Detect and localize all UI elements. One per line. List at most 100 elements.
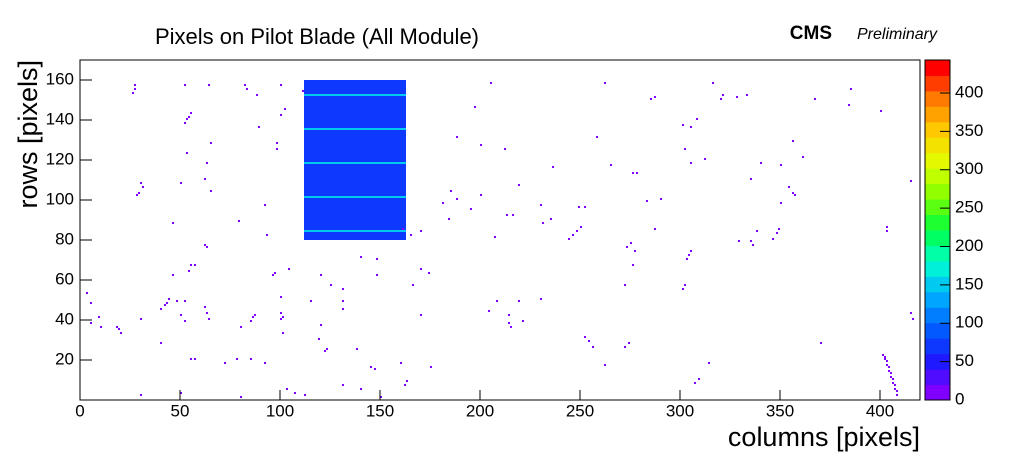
pixel-hit: [374, 368, 376, 370]
x-tick-label: 150: [366, 401, 394, 420]
pixel-hit: [886, 360, 888, 362]
pixel-hit: [568, 238, 570, 240]
colorbar-band: [925, 90, 950, 107]
pixel-hit: [592, 346, 594, 348]
heat-cell: [304, 94, 406, 96]
colorbar-band: [925, 384, 950, 401]
pixel-hit: [750, 240, 752, 242]
colorbar-band: [925, 199, 950, 216]
pixel-hit: [708, 362, 710, 364]
pixel-hit: [518, 184, 520, 186]
pixel-hit: [736, 96, 738, 98]
pixel-hit: [604, 82, 606, 84]
pixel-hit: [276, 148, 278, 150]
pixel-hit: [188, 270, 190, 272]
pixel-hit: [140, 394, 142, 396]
pixel-hit: [896, 394, 898, 396]
pixel-hit: [376, 274, 378, 276]
x-tick-label: 400: [866, 401, 894, 420]
pixel-hit: [264, 362, 266, 364]
pixel-hit: [206, 312, 208, 314]
pixel-hit: [892, 378, 894, 380]
pixel-hit: [420, 268, 422, 270]
pixel-hit: [910, 312, 912, 314]
pixel-hit: [284, 108, 286, 110]
pixel-hit: [430, 366, 432, 368]
pixel-hit: [896, 390, 898, 392]
pixel-hit: [274, 272, 276, 274]
colorbar-band: [925, 121, 950, 138]
pixel-hit: [410, 234, 412, 236]
pixel-hit: [490, 82, 492, 84]
pixel-hit: [400, 362, 402, 364]
pixel-hit: [190, 264, 192, 266]
pixel-hit: [624, 346, 626, 348]
pixel-hit: [184, 320, 186, 322]
pixel-hit: [690, 162, 692, 164]
pixel-hit: [540, 298, 542, 300]
pixel-hit: [654, 96, 656, 98]
pixel-hit: [120, 332, 122, 334]
pixel-hit: [280, 312, 282, 314]
pixel-hit: [380, 396, 382, 398]
x-axis-label: columns [pixels]: [728, 422, 920, 452]
pixel-hit: [90, 322, 92, 324]
colorbar-band: [925, 183, 950, 200]
colorbar-band: [925, 322, 950, 339]
pixel-hit: [848, 104, 850, 106]
pixel-hit: [376, 258, 378, 260]
pixel-hit: [698, 378, 700, 380]
pixel-hit: [712, 82, 714, 84]
pixel-hit: [264, 204, 266, 206]
pixel-hit: [776, 232, 778, 234]
pixel-hit: [116, 326, 118, 328]
pixel-hit: [572, 234, 574, 236]
pixel-hit: [688, 254, 690, 256]
pixel-hit: [746, 94, 748, 96]
pixel-hit: [176, 300, 178, 302]
pixel-hit: [632, 172, 634, 174]
y-tick-label: 40: [55, 309, 74, 328]
pixel-hit: [552, 166, 554, 168]
pixel-hit: [206, 162, 208, 164]
colorbar-band: [925, 307, 950, 324]
pixel-hit: [580, 226, 582, 228]
pixel-hit: [450, 190, 452, 192]
plot-area: [86, 80, 914, 398]
pixel-hit: [240, 396, 242, 398]
pixel-hit: [690, 250, 692, 252]
pixel-hit: [474, 106, 476, 108]
pixel-hit: [696, 118, 698, 120]
colorbar-band: [925, 276, 950, 293]
y-tick-label: 140: [46, 109, 74, 128]
pixel-hit: [302, 90, 304, 92]
pixel-hit: [650, 98, 652, 100]
pixel-hit: [522, 320, 524, 322]
pixel-hit: [160, 342, 162, 344]
pixel-hit: [134, 84, 136, 86]
pixel-hit: [404, 384, 406, 386]
pixel-hit: [646, 200, 648, 202]
pixel-hit: [780, 164, 782, 166]
pixel-hit: [778, 228, 780, 230]
pixel-hit: [894, 384, 896, 386]
pixel-hit: [320, 324, 322, 326]
pixel-hit: [90, 302, 92, 304]
pixel-hit: [888, 366, 890, 368]
pixel-hit: [236, 358, 238, 360]
pixel-hit: [318, 338, 320, 340]
colorbar-band: [925, 369, 950, 386]
pixel-hit: [576, 230, 578, 232]
pixel-hit: [684, 284, 686, 286]
pixel-hit: [694, 382, 696, 384]
pixel-hit: [134, 88, 136, 90]
colorbar-band: [925, 60, 950, 76]
pixel-hit: [190, 358, 192, 360]
pixel-hit: [246, 88, 248, 90]
colorbar-band: [925, 168, 950, 185]
pixel-hit: [304, 394, 306, 396]
colorbar-band: [925, 106, 950, 123]
pixel-hit: [420, 230, 422, 232]
pixel-hit: [256, 94, 258, 96]
